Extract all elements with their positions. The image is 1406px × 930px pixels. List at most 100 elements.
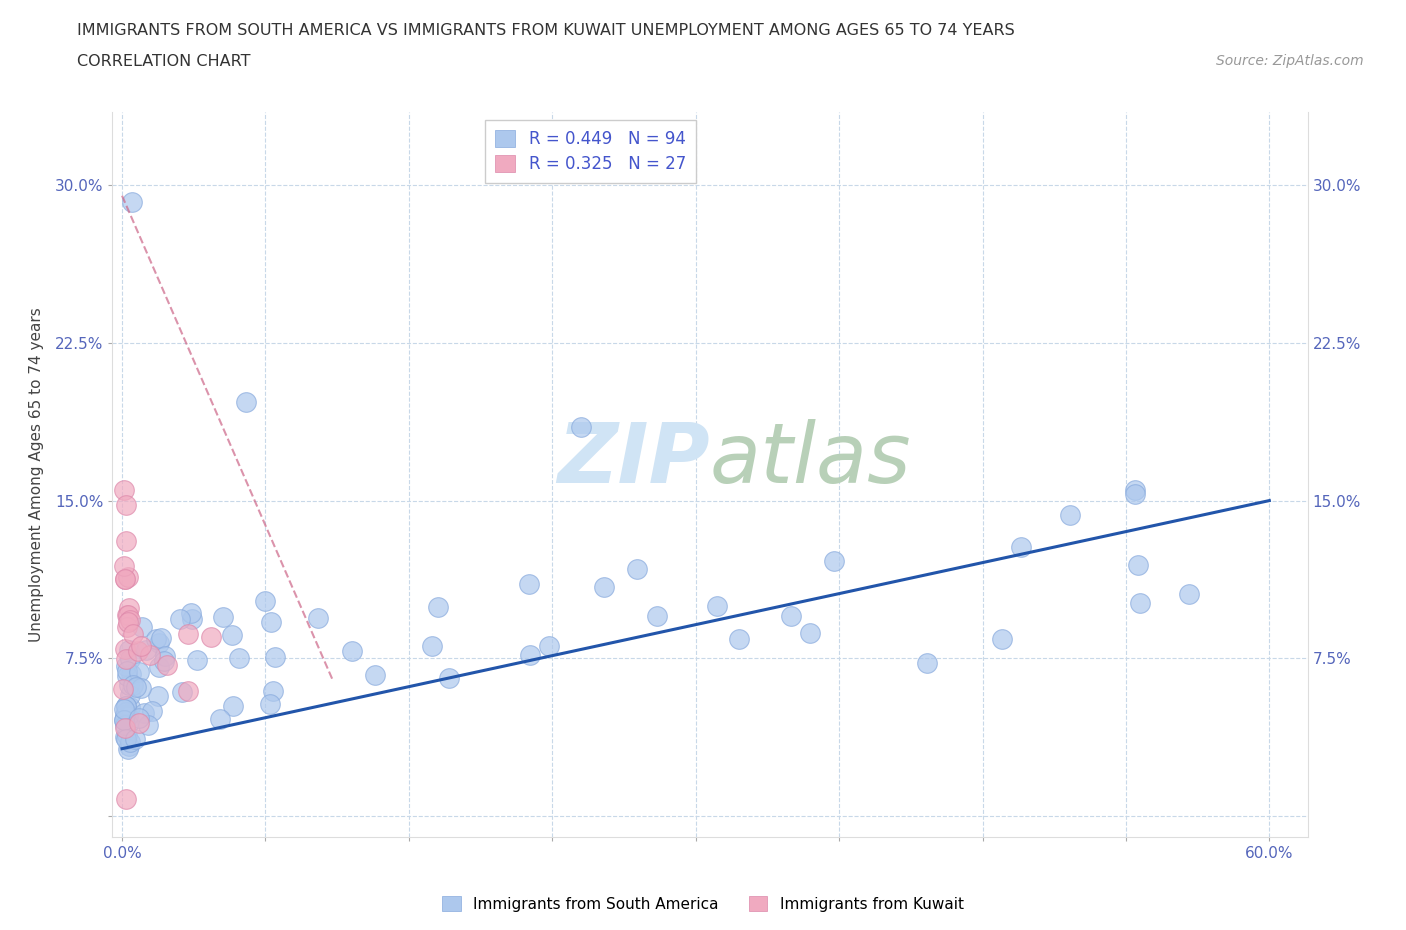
Point — [118, 700, 141, 715]
Point — [1125, 486, 1147, 501]
Point — [209, 711, 232, 726]
Point — [115, 698, 138, 713]
Point — [177, 684, 200, 698]
Point — [115, 533, 138, 548]
Point — [235, 394, 257, 409]
Point — [145, 631, 167, 646]
Point — [139, 647, 162, 662]
Point — [427, 599, 450, 614]
Point — [1123, 483, 1146, 498]
Point — [115, 608, 138, 623]
Point — [112, 483, 135, 498]
Point — [153, 654, 176, 669]
Point — [153, 648, 176, 663]
Point — [128, 716, 150, 731]
Point — [177, 626, 200, 641]
Point — [127, 644, 149, 658]
Point — [114, 701, 136, 716]
Point — [115, 727, 138, 742]
Point — [364, 668, 387, 683]
Point — [517, 577, 540, 591]
Point — [129, 639, 152, 654]
Point — [170, 685, 193, 700]
Point — [117, 741, 139, 756]
Point — [135, 643, 157, 658]
Point — [569, 419, 592, 434]
Point — [131, 619, 153, 634]
Point — [114, 721, 136, 736]
Point — [118, 651, 141, 666]
Point — [1059, 508, 1081, 523]
Point — [260, 615, 283, 630]
Point — [114, 659, 136, 674]
Point — [915, 656, 938, 671]
Point — [115, 498, 138, 512]
Point — [118, 613, 141, 628]
Point — [112, 713, 135, 728]
Point — [118, 643, 141, 658]
Point — [148, 659, 170, 674]
Point — [121, 194, 143, 209]
Point — [117, 614, 139, 629]
Point — [156, 658, 179, 672]
Point — [186, 652, 208, 667]
Point — [626, 562, 648, 577]
Point — [990, 631, 1012, 646]
Point — [117, 608, 139, 623]
Point — [112, 559, 135, 574]
Text: CORRELATION CHART: CORRELATION CHART — [77, 54, 250, 69]
Point — [128, 711, 150, 725]
Text: atlas: atlas — [710, 419, 911, 500]
Point — [146, 688, 169, 703]
Text: ZIP: ZIP — [557, 419, 710, 500]
Point — [222, 699, 245, 714]
Point — [538, 638, 561, 653]
Point — [823, 553, 845, 568]
Point — [115, 791, 138, 806]
Point — [780, 609, 803, 624]
Point — [180, 606, 202, 621]
Point — [114, 572, 136, 587]
Text: IMMIGRANTS FROM SOUTH AMERICA VS IMMIGRANTS FROM KUWAIT UNEMPLOYMENT AMONG AGES : IMMIGRANTS FROM SOUTH AMERICA VS IMMIGRA… — [77, 23, 1015, 38]
Point — [228, 650, 250, 665]
Point — [181, 612, 204, 627]
Point — [132, 705, 155, 720]
Point — [212, 610, 235, 625]
Y-axis label: Unemployment Among Ages 65 to 74 years: Unemployment Among Ages 65 to 74 years — [30, 307, 44, 642]
Point — [728, 631, 751, 646]
Point — [125, 679, 148, 694]
Point — [169, 612, 191, 627]
Point — [118, 738, 141, 753]
Point — [1010, 539, 1032, 554]
Point — [117, 709, 139, 724]
Point — [422, 639, 444, 654]
Point — [117, 570, 139, 585]
Point — [114, 718, 136, 733]
Point — [120, 667, 142, 682]
Point — [138, 718, 160, 733]
Point — [141, 704, 163, 719]
Point — [120, 734, 142, 749]
Point — [706, 599, 728, 614]
Point — [118, 678, 141, 693]
Point — [118, 601, 141, 616]
Text: Source: ZipAtlas.com: Source: ZipAtlas.com — [1216, 54, 1364, 68]
Point — [1177, 587, 1199, 602]
Point — [1129, 596, 1152, 611]
Point — [437, 671, 460, 685]
Point — [112, 682, 135, 697]
Point — [114, 572, 136, 587]
Point — [128, 665, 150, 680]
Point — [122, 677, 145, 692]
Point — [124, 731, 146, 746]
Point — [593, 579, 616, 594]
Point — [114, 642, 136, 657]
Legend: R = 0.449   N = 94, R = 0.325   N = 27: R = 0.449 N = 94, R = 0.325 N = 27 — [485, 120, 696, 183]
Legend: Immigrants from South America, Immigrants from Kuwait: Immigrants from South America, Immigrant… — [436, 889, 970, 918]
Point — [129, 681, 152, 696]
Point — [148, 636, 170, 651]
Point — [115, 651, 138, 666]
Point — [118, 688, 141, 703]
Point — [200, 630, 222, 644]
Point — [112, 712, 135, 727]
